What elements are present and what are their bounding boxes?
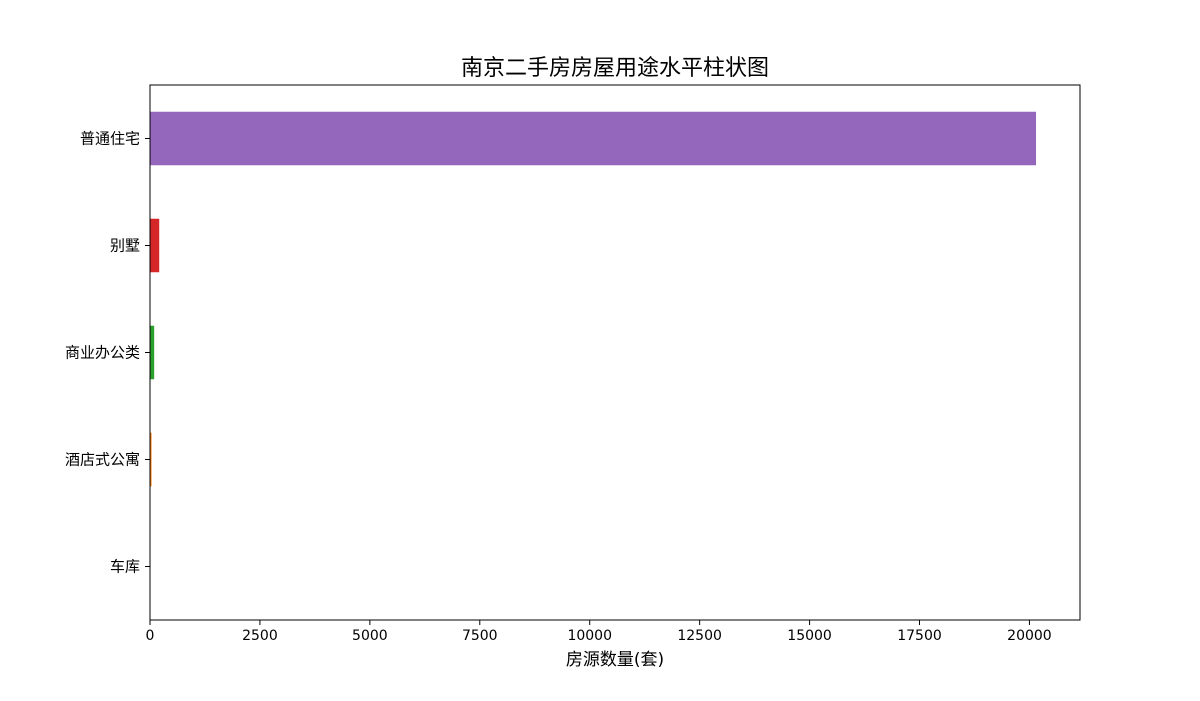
bar	[150, 112, 1036, 166]
x-ticks-layer: 0 2500 5000 7500 10000 12500 15000 17500 20000	[146, 620, 1052, 644]
bar	[150, 219, 159, 273]
x-tick-label: 5000	[352, 628, 388, 644]
y-tick-label: 别墅	[110, 237, 140, 255]
chart-title: 南京二手房房屋用途水平柱状图	[461, 56, 769, 81]
x-tick-label: 2500	[242, 628, 278, 644]
y-tick-label: 酒店式公寓	[65, 451, 140, 469]
x-tick-label: 12500	[677, 628, 722, 644]
x-axis-label: 房源数量(套)	[566, 650, 664, 670]
bars-layer	[150, 112, 1036, 594]
x-tick-label: 20000	[1007, 628, 1052, 644]
bar	[150, 326, 154, 380]
x-tick-label: 17500	[897, 628, 942, 644]
y-tick-label: 车库	[110, 558, 140, 576]
x-tick-label: 15000	[787, 628, 832, 644]
x-tick-label: 0	[146, 628, 155, 644]
x-tick-label: 7500	[462, 628, 498, 644]
x-tick-label: 10000	[567, 628, 612, 644]
y-tick-label: 商业办公类	[65, 344, 140, 362]
y-tick-label: 普通住宅	[80, 130, 140, 148]
